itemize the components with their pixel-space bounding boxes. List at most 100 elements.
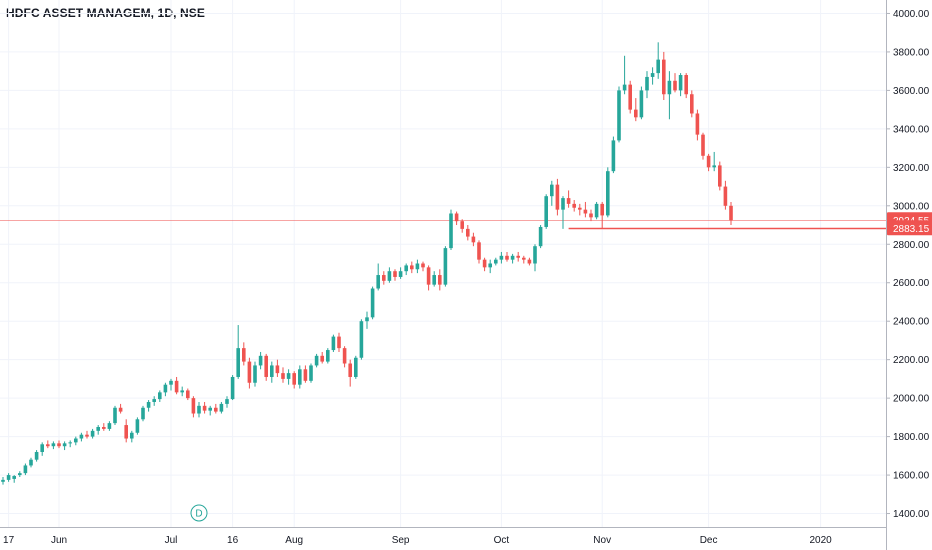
candle-body-up (376, 275, 380, 289)
candle-body-down (292, 373, 296, 385)
y-tick-label: 2400.00 (893, 317, 930, 328)
candle-body-up (499, 255, 504, 260)
candle-body-up (208, 407, 212, 411)
candle-body-up (550, 184, 554, 197)
price-label-badge (887, 220, 932, 236)
candle-body-down (275, 365, 280, 374)
candle-body-down (505, 255, 509, 260)
y-tick-label: 3800.00 (893, 47, 930, 58)
candle-body-up (611, 140, 616, 172)
candle-body-up (40, 444, 44, 452)
candle-body-up (68, 442, 72, 444)
candle-body-down (303, 369, 308, 381)
candle-body-up (622, 84, 627, 91)
candle-body-down (600, 203, 604, 216)
candle-body-up (645, 76, 649, 91)
candle-body-down (57, 443, 61, 447)
candle-body-up (180, 390, 184, 393)
candle-body-up (158, 392, 162, 400)
candle-body-up (62, 443, 67, 447)
y-tick-label: 2600.00 (893, 278, 930, 289)
candle-body-up (359, 321, 364, 358)
candle-body-up (219, 403, 224, 412)
candle-body-up (667, 80, 672, 95)
candle-body-down (628, 84, 632, 110)
candle-body-up (365, 317, 369, 322)
candle-body-up (544, 196, 548, 227)
y-tick-label: 1800.00 (893, 432, 930, 443)
candle-body-down (723, 186, 728, 206)
candle-body-up (354, 357, 358, 377)
candle-body-up (712, 165, 716, 168)
candle-body-down (516, 255, 520, 258)
candle-body-up (656, 59, 660, 74)
candle-body-down (247, 361, 252, 383)
candle-body-down (477, 242, 481, 260)
candle-body-up (18, 473, 22, 476)
candle-body-down (589, 213, 593, 218)
candle-body-up (29, 459, 33, 466)
candle-body-up (298, 369, 302, 385)
candle-body-up (443, 248, 448, 285)
candle-body-down (690, 94, 694, 114)
candle-body-up (51, 443, 56, 447)
candle-body-down (583, 209, 588, 214)
x-tick-label: Nov (593, 535, 611, 546)
x-tick-label: 16 (227, 535, 239, 546)
candle-body-down (572, 203, 576, 208)
candle-body-down (393, 271, 397, 277)
candle-body-down (174, 380, 179, 393)
candle-body-up (12, 476, 16, 479)
candle-body-up (141, 407, 145, 420)
candle-body-up (146, 401, 151, 408)
candle-body-down (46, 444, 50, 447)
candle-body-up (617, 90, 621, 141)
candle-body-up (494, 259, 498, 264)
candle-body-down (701, 134, 705, 156)
candle-body-down (214, 407, 218, 412)
candle-body-down (242, 348, 246, 362)
x-tick-label: 17 (3, 535, 15, 546)
candle-body-down (118, 407, 123, 412)
dividend-marker-label: D (195, 509, 202, 520)
candle-body-up (23, 465, 28, 474)
y-tick-label: 1600.00 (893, 471, 930, 482)
candle-body-down (555, 184, 560, 210)
candle-body-up (107, 423, 112, 429)
candle-body-up (236, 348, 240, 377)
candle-body-up (387, 271, 392, 281)
candle-body-up (258, 355, 263, 366)
y-tick-label: 3200.00 (893, 163, 930, 174)
candle-body-up (270, 365, 274, 377)
y-tick-label: 2800.00 (893, 240, 930, 251)
candle-body-down (438, 275, 442, 285)
candle-body-down (186, 390, 190, 399)
candle-body-down (342, 348, 347, 364)
candle-body-up (34, 451, 39, 460)
candle-body-up (152, 399, 156, 402)
candle-body-down (426, 267, 431, 285)
candle-body-down (466, 228, 470, 237)
x-tick-label: Jul (165, 535, 178, 546)
candle-body-up (650, 73, 655, 77)
candle-body-down (482, 259, 487, 268)
candle-body-up (449, 213, 453, 249)
candle-body-down (382, 275, 386, 281)
candle-body-up (197, 405, 201, 414)
candle-body-up (594, 203, 599, 218)
candle-body-up (1, 479, 5, 482)
candle-body-up (510, 255, 515, 260)
y-tick-label: 3000.00 (893, 201, 930, 212)
candle-body-up (130, 432, 134, 439)
candle-body-down (85, 434, 89, 437)
candle-body-down (673, 80, 677, 91)
candle-body-up (6, 475, 11, 480)
candle-body-down (522, 257, 526, 260)
candle-body-up (314, 355, 319, 366)
candle-body-up (230, 376, 235, 400)
candle-body-up (404, 265, 408, 272)
candle-body-up (639, 90, 644, 118)
candle-body-down (460, 221, 464, 229)
y-tick-label: 1400.00 (893, 509, 930, 520)
